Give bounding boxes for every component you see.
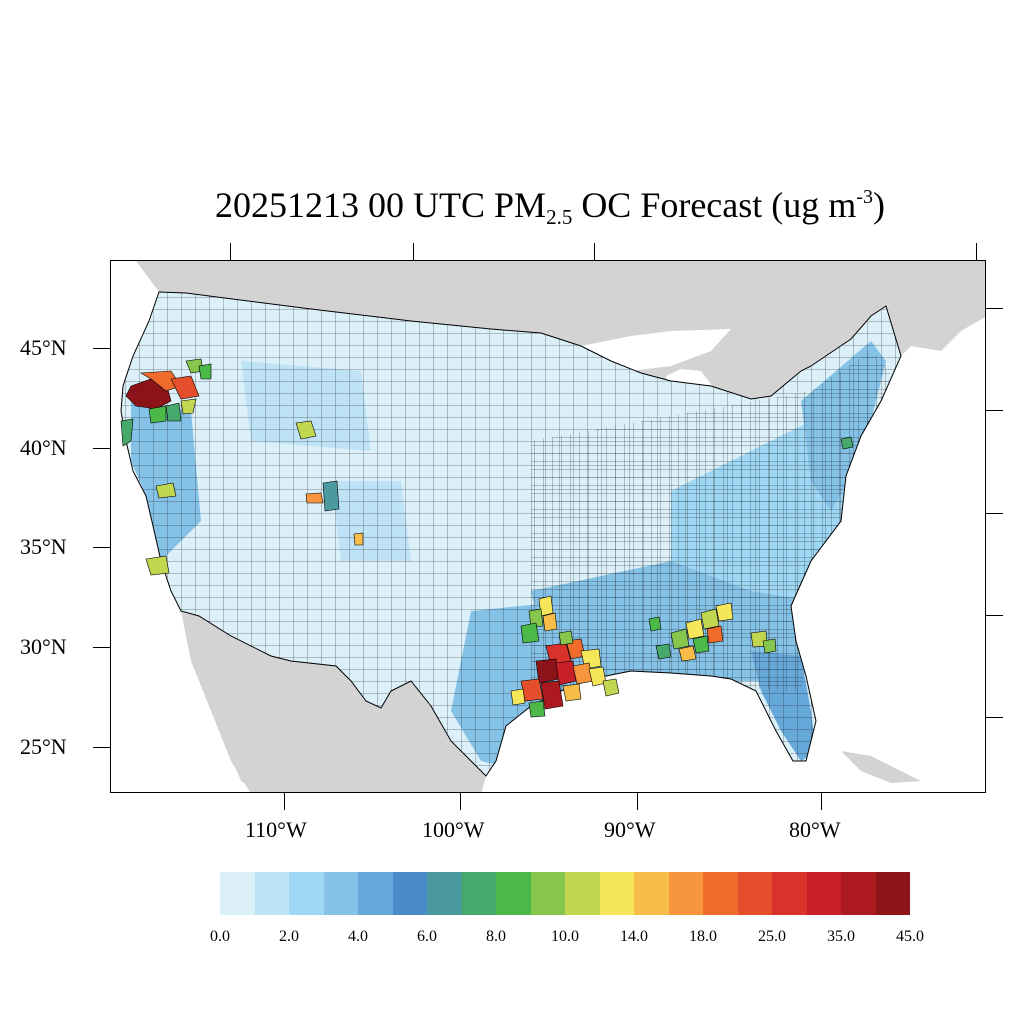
bottom-tick — [637, 793, 638, 810]
oregon-hotspot — [120, 358, 212, 447]
conus-map — [120, 261, 985, 792]
california-yellow-blip — [145, 555, 170, 576]
colorbar-label: 14.0 — [620, 928, 648, 945]
left-tick — [93, 547, 110, 548]
left-tick — [93, 647, 110, 648]
idaho-blip — [295, 420, 317, 440]
lat-label-35: 35°N — [20, 534, 67, 559]
colorbar-segment — [461, 872, 496, 915]
right-tick — [986, 615, 1003, 616]
baja-land — [196, 631, 271, 792]
new-mexico-blip — [353, 532, 364, 546]
left-tick — [93, 448, 110, 449]
colorbar-segment — [599, 872, 634, 915]
lat-label-30: 30°N — [20, 634, 67, 659]
colorbar-label: 8.0 — [486, 928, 506, 945]
map-panel — [110, 260, 986, 793]
colorbar-segment — [530, 872, 565, 915]
colorbar-segment — [289, 872, 324, 915]
colorbar-segment — [565, 872, 600, 915]
colorbar-segment — [737, 872, 772, 915]
top-tick — [230, 243, 231, 260]
colorbar-segment — [806, 872, 841, 915]
colorbar-segment — [254, 872, 289, 915]
colorbar — [220, 872, 910, 915]
bottom-tick — [821, 793, 822, 810]
colorbar-segment — [634, 872, 669, 915]
colorbar-label: 6.0 — [417, 928, 437, 945]
lat-label-40: 40°N — [20, 435, 67, 460]
colorbar-segment — [875, 872, 910, 915]
colorbar-label: 45.0 — [896, 928, 924, 945]
lat-label-25: 25°N — [20, 734, 67, 759]
colorbar-segment — [220, 872, 255, 915]
colorbar-segment — [703, 872, 738, 915]
colorbar-segment — [496, 872, 531, 915]
bottom-tick — [284, 793, 285, 810]
top-tick — [976, 243, 977, 260]
colorbar-label: 35.0 — [827, 928, 855, 945]
colorbar-label: 18.0 — [689, 928, 717, 945]
colorbar-segment — [668, 872, 703, 915]
canada-land — [136, 261, 985, 399]
colorbar-segment — [841, 872, 876, 915]
lon-label-90w: 90°W — [604, 817, 656, 842]
colorbar-segment — [772, 872, 807, 915]
lon-label-110w: 110°W — [245, 817, 307, 842]
colorado-orange-blip — [305, 492, 324, 504]
colorbar-label: 25.0 — [758, 928, 786, 945]
colorbar-segment — [323, 872, 358, 915]
right-tick — [986, 717, 1003, 718]
colorbar-label: 10.0 — [551, 928, 579, 945]
top-tick — [594, 243, 595, 260]
colorbar-label: 0.0 — [210, 928, 230, 945]
lon-label-100w: 100°W — [422, 817, 485, 842]
cuba-land — [841, 751, 921, 783]
colorbar-label: 4.0 — [348, 928, 368, 945]
right-tick — [986, 308, 1003, 309]
texas-hotspot — [510, 595, 620, 718]
colorbar-segment — [427, 872, 462, 915]
pennsylvania-blip — [840, 436, 854, 450]
lon-label-80w: 80°W — [789, 817, 841, 842]
colorbar-segment — [392, 872, 427, 915]
southeast-hotspot — [648, 602, 777, 662]
left-tick — [93, 348, 110, 349]
bottom-tick — [460, 793, 461, 810]
colorado-teal-blip — [322, 480, 340, 512]
colorbar-segment — [358, 872, 393, 915]
right-tick — [986, 513, 1003, 514]
left-tick — [93, 747, 110, 748]
map-title: 20251213 00 UTC PM2.5 OC Forecast (ug m-… — [215, 185, 885, 229]
top-tick — [413, 243, 414, 260]
right-tick — [986, 410, 1003, 411]
nevada-blip — [155, 482, 177, 499]
colorbar-label: 2.0 — [279, 928, 299, 945]
lat-label-45: 45°N — [20, 335, 67, 360]
